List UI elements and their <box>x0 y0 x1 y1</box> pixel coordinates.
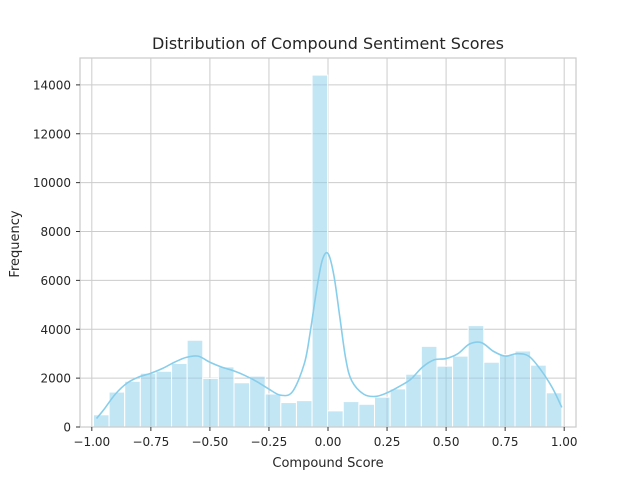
x-tick-label: 0.00 <box>315 435 342 449</box>
histogram-bar <box>514 350 532 428</box>
y-tick-label: 6000 <box>40 274 71 288</box>
y-tick-label: 12000 <box>33 127 71 141</box>
histogram-bars <box>92 74 563 428</box>
y-tick-label: 2000 <box>40 372 71 386</box>
y-axis-ticks: 0 2000 4000 6000 8000 10000 12000 14000 <box>33 78 80 435</box>
histogram-bar <box>233 382 251 428</box>
y-tick-label: 10000 <box>33 176 71 190</box>
y-tick-label: 8000 <box>40 225 71 239</box>
histogram-bar <box>280 402 297 428</box>
histogram-bar <box>139 372 157 428</box>
histogram-bar <box>498 354 516 428</box>
histogram-bar <box>202 377 219 428</box>
kde-curve <box>95 251 563 419</box>
y-axis-label: Frequency <box>8 210 23 277</box>
histogram-bar <box>171 362 188 428</box>
histogram-bar <box>124 380 141 428</box>
histogram-bar <box>436 365 454 428</box>
histogram-bar <box>327 410 344 428</box>
histogram-bar <box>374 396 391 428</box>
histogram-bar <box>295 400 313 428</box>
histogram-bar <box>155 370 173 428</box>
histogram-bar <box>342 401 360 428</box>
y-tick-label: 0 <box>63 421 71 435</box>
x-tick-label: −1.00 <box>73 435 110 449</box>
x-tick-label: 0.75 <box>492 435 519 449</box>
histogram-bar <box>545 392 563 428</box>
histogram-bar <box>217 366 235 428</box>
x-tick-label: −0.50 <box>192 435 229 449</box>
histogram-bar <box>452 355 469 428</box>
histogram-bar <box>467 325 485 428</box>
x-tick-label: 1.00 <box>551 435 578 449</box>
x-tick-label: 0.50 <box>433 435 460 449</box>
histogram-bar <box>358 403 376 428</box>
x-tick-label: −0.25 <box>251 435 288 449</box>
histogram-bar <box>249 375 266 428</box>
histogram-bar <box>483 361 500 428</box>
histogram-bar <box>264 393 282 428</box>
x-tick-label: −0.75 <box>132 435 169 449</box>
histogram-bar <box>420 345 438 428</box>
y-tick-label: 14000 <box>33 78 71 92</box>
x-axis-ticks: −1.00 −0.75 −0.50 −0.25 0.00 0.25 0.50 0.75 1.00 <box>73 427 578 449</box>
histogram-bar <box>92 414 110 428</box>
histogram-bar <box>311 74 329 428</box>
histogram-bar <box>186 339 204 428</box>
x-axis-label: Compound Score <box>272 456 383 471</box>
y-tick-label: 4000 <box>40 323 71 337</box>
histogram-bar <box>389 388 407 428</box>
chart-title: Distribution of Compound Sentiment Score… <box>152 34 504 53</box>
histogram-bar <box>108 391 126 428</box>
x-tick-label: 0.25 <box>374 435 401 449</box>
